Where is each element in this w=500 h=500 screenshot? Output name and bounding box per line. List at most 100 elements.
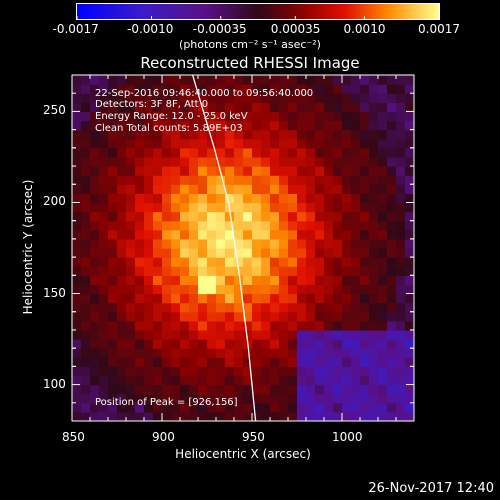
heatmap-cell	[225, 138, 235, 149]
heatmap-cell	[360, 166, 370, 176]
heatmap-cell	[279, 402, 289, 413]
heatmap-cell	[72, 175, 82, 185]
heatmap-cell	[243, 220, 253, 231]
heatmap-cell	[396, 348, 406, 358]
heatmap-cell	[378, 375, 388, 386]
heatmap-cell	[216, 238, 226, 249]
heatmap-cell	[198, 329, 208, 340]
heatmap-cell	[180, 329, 190, 340]
heatmap-cell	[297, 266, 307, 276]
heatmap-cell	[270, 275, 280, 286]
heatmap-cell	[243, 248, 253, 258]
heatmap-cell	[342, 229, 352, 240]
heatmap-cell	[216, 75, 226, 85]
heatmap-cell	[270, 238, 280, 249]
heatmap-cell	[108, 348, 118, 358]
heatmap-cell	[324, 275, 334, 286]
heatmap-cell	[225, 147, 235, 158]
heatmap-cell	[243, 238, 253, 249]
heatmap-cell	[153, 329, 163, 340]
heatmap-cell	[198, 320, 208, 331]
heatmap-cell	[378, 166, 388, 176]
heatmap-cell	[171, 184, 181, 194]
heatmap-cell	[243, 129, 253, 140]
heatmap-cell	[216, 393, 226, 404]
heatmap-cell	[324, 75, 334, 85]
heatmap-cell	[135, 339, 145, 349]
heatmap-cell	[297, 284, 307, 295]
heatmap-cell	[396, 175, 406, 185]
heatmap-cell	[117, 293, 127, 304]
heatmap-cell	[243, 102, 253, 113]
heatmap-cell	[351, 366, 361, 377]
heatmap-cell	[144, 120, 154, 131]
heatmap-cell	[333, 202, 343, 213]
heatmap-cell	[342, 75, 352, 85]
heatmap-cell	[351, 275, 361, 286]
heatmap-cell	[234, 366, 244, 377]
heatmap-cell	[324, 375, 334, 386]
x-tick-label: 900	[152, 430, 175, 444]
heatmap-cell	[207, 111, 217, 122]
heatmap-cell	[108, 257, 118, 267]
heatmap-cell	[171, 293, 181, 304]
heatmap-cell	[180, 257, 190, 267]
heatmap-cell	[171, 375, 181, 386]
heatmap-cell	[306, 75, 316, 85]
heatmap-cell	[252, 402, 262, 413]
heatmap-cell	[252, 75, 262, 85]
heatmap-cell	[198, 184, 208, 194]
heatmap-cell	[225, 193, 235, 204]
heatmap-cell	[162, 275, 172, 286]
heatmap-cell	[261, 102, 271, 113]
heatmap-cell	[81, 393, 91, 404]
heatmap-cell	[162, 193, 172, 204]
heatmap-cell	[135, 156, 145, 167]
heatmap-cell	[153, 202, 163, 213]
heatmap-cell	[216, 320, 226, 331]
heatmap-cell	[126, 84, 136, 94]
heatmap-cell	[315, 375, 325, 386]
heatmap-cell	[180, 293, 190, 304]
heatmap-cell	[135, 248, 145, 258]
heatmap-cell	[396, 166, 406, 176]
heatmap-cell	[252, 120, 262, 131]
heatmap-cell	[306, 393, 316, 404]
heatmap-cell	[243, 120, 253, 131]
heatmap-cell	[270, 138, 280, 149]
heatmap-cell	[243, 175, 253, 185]
heatmap-cell	[126, 357, 136, 367]
heatmap-cell	[405, 184, 414, 194]
heatmap-cell	[324, 184, 334, 194]
heatmap-cell	[216, 184, 226, 194]
heatmap-cell	[189, 366, 199, 377]
heatmap-cell	[180, 266, 190, 276]
heatmap-cell	[270, 284, 280, 295]
heatmap-cell	[180, 202, 190, 213]
heatmap-cell	[405, 311, 414, 322]
heatmap-cell	[72, 384, 82, 395]
heatmap-cell	[180, 75, 190, 85]
heatmap-cell	[405, 411, 414, 421]
heatmap-cell	[360, 284, 370, 295]
heatmap-cell	[90, 102, 100, 113]
heatmap-cell	[279, 229, 289, 240]
heatmap-cell	[279, 275, 289, 286]
heatmap-cell	[315, 348, 325, 358]
heatmap-cell	[396, 339, 406, 349]
heatmap-cell	[261, 147, 271, 158]
heatmap-cell	[99, 411, 109, 421]
heatmap-cell	[297, 402, 307, 413]
heatmap-cell	[216, 120, 226, 131]
heatmap-cell	[288, 193, 298, 204]
heatmap-cell	[387, 311, 397, 322]
heatmap-cell	[99, 147, 109, 158]
heatmap-cell	[180, 156, 190, 167]
heatmap-cell	[333, 366, 343, 377]
heatmap-cell	[189, 238, 199, 249]
heatmap-cell	[189, 120, 199, 131]
heatmap-cell	[189, 175, 199, 185]
heatmap-cell	[243, 293, 253, 304]
heatmap-cell	[99, 357, 109, 367]
heatmap-cell	[243, 284, 253, 295]
